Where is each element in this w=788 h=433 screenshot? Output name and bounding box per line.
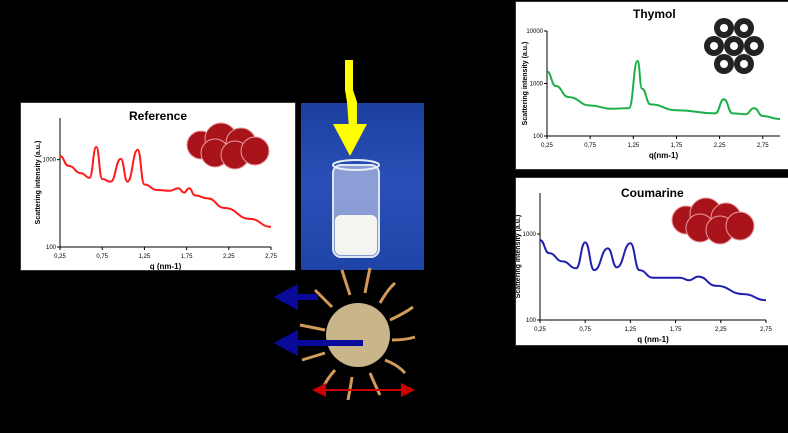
reference-chart: 100 1000 0,25 0,75 1,25 1,75 2,25 2,75 q (nm-1) S…	[35, 118, 277, 270]
svg-text:100: 100	[46, 245, 57, 251]
coumarine-chart: 100 1000 0,25 0,75 1,25 1,75 2,25 2,75 q (nm-1) S…	[516, 193, 772, 344]
svg-text:100: 100	[526, 318, 537, 324]
svg-text:1,75: 1,75	[670, 327, 682, 333]
svg-text:1,25: 1,25	[627, 143, 639, 149]
svg-text:q (nm-1): q (nm-1)	[637, 335, 669, 344]
svg-text:0,75: 0,75	[579, 327, 591, 333]
svg-text:1,75: 1,75	[181, 254, 193, 260]
blue-arrow-top-icon	[273, 284, 318, 310]
reference-chart-panel: 100 1000 0,25 0,75 1,25 1,75 2,25 2,75 q (nm-1) S…	[20, 102, 296, 271]
svg-text:0,25: 0,25	[534, 327, 546, 333]
svg-text:10000: 10000	[526, 29, 543, 35]
coumarine-chart-panel: 100 1000 0,25 0,75 1,25 1,75 2,25 2,75 q (nm-1) S…	[515, 177, 788, 346]
svg-text:1,25: 1,25	[139, 254, 151, 260]
svg-text:Scattering intensity (a.u.): Scattering intensity (a.u.)	[516, 215, 522, 299]
svg-text:2,75: 2,75	[757, 143, 769, 149]
svg-text:100: 100	[533, 134, 544, 140]
svg-text:2,25: 2,25	[714, 143, 726, 149]
svg-text:1000: 1000	[523, 232, 537, 238]
thymol-chart: 100 1000 10000 0,25 0,75 1,25 1,75 2,25 2,75 q(nm…	[522, 6, 784, 160]
svg-text:0,25: 0,25	[541, 143, 553, 149]
micelle-core-icon	[326, 303, 390, 367]
svg-text:1000: 1000	[530, 82, 544, 88]
micelle-tails-icon	[299, 267, 416, 401]
svg-text:0,25: 0,25	[54, 254, 66, 260]
coumarine-chart-title: Coumarine	[621, 186, 684, 200]
micelle-diagram	[273, 267, 416, 401]
svg-text:2,25: 2,25	[223, 254, 235, 260]
svg-text:2,25: 2,25	[715, 327, 727, 333]
svg-text:2,75: 2,75	[760, 327, 772, 333]
svg-text:0,75: 0,75	[584, 143, 596, 149]
svg-text:1,25: 1,25	[625, 327, 637, 333]
svg-text:1,75: 1,75	[671, 143, 683, 149]
svg-text:2,75: 2,75	[265, 254, 277, 260]
svg-text:Scattering intensity (a.u.): Scattering intensity (a.u.)	[35, 141, 42, 225]
svg-text:0,75: 0,75	[96, 254, 108, 260]
thymol-chart-panel: 100 1000 10000 0,25 0,75 1,25 1,75 2,25 2,75 q(nm…	[515, 1, 788, 170]
svg-text:Scattering intensity (a.u.): Scattering intensity (a.u.)	[522, 42, 529, 126]
svg-text:1000: 1000	[43, 158, 57, 164]
yellow-arrow-icon	[333, 60, 367, 156]
thymol-chart-title: Thymol	[633, 7, 676, 21]
svg-text:q(nm-1): q(nm-1)	[649, 151, 679, 160]
vial-icon	[332, 159, 380, 258]
reference-chart-title: Reference	[129, 109, 188, 123]
red-double-arrow-icon	[312, 383, 415, 397]
blue-arrow-bottom-icon	[273, 330, 363, 356]
svg-text:q (nm-1): q (nm-1)	[150, 262, 182, 270]
